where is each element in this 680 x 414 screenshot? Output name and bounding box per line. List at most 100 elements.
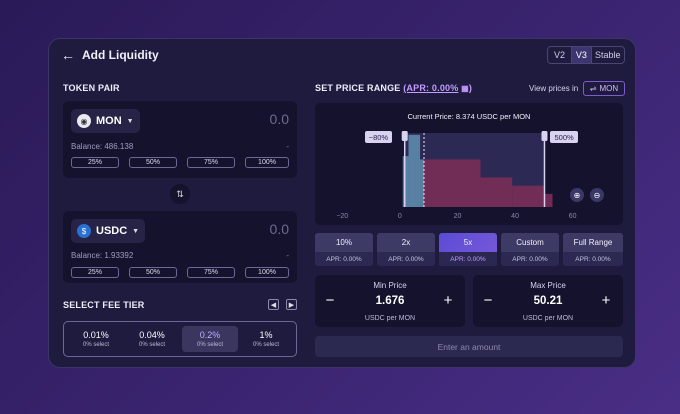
- fee-tier-heading: SELECT FEE TIER: [63, 300, 145, 310]
- token-a-75-button[interactable]: 75%: [187, 157, 235, 168]
- liquidity-bar: [480, 177, 513, 207]
- max-price-unit: USDC per MON: [522, 315, 574, 322]
- range-preset-apr: APR: 0.00%: [439, 252, 497, 266]
- token-a-25-button[interactable]: 25%: [71, 157, 119, 168]
- price-range-heading: SET PRICE RANGE (APR: 0.00% ▦): [315, 83, 472, 93]
- fee-tier-select-share: 0% select: [138, 342, 165, 348]
- range-preset-custom[interactable]: Custom APR: 0.00%: [501, 233, 559, 266]
- add-liquidity-panel: ← Add Liquidity V2 V3 Stable TOKEN PAIR …: [48, 38, 636, 368]
- range-preset-label: 2x: [377, 233, 435, 252]
- fee-tier-percent: 1%: [259, 330, 273, 340]
- range-preset-full[interactable]: Full Range APR: 0.00%: [563, 233, 623, 266]
- x-tick-label: 0: [398, 213, 402, 220]
- apr-link[interactable]: (APR: 0.00%: [403, 83, 459, 93]
- token-a-50-button[interactable]: 50%: [129, 157, 177, 168]
- zoom-out-icon[interactable]: ⊖: [590, 188, 604, 202]
- x-tick-label: 40: [511, 213, 519, 220]
- version-tabs: V2 V3 Stable: [547, 46, 625, 64]
- token-a-100-button[interactable]: 100%: [245, 157, 289, 168]
- range-preset-5x[interactable]: 5x APR: 0.00%: [439, 233, 497, 266]
- range-preset-label: Custom: [501, 233, 559, 252]
- liquidity-bar: [512, 185, 544, 207]
- range-preset-label: 5x: [463, 238, 473, 247]
- max-price-decrement-button[interactable]: −: [483, 292, 493, 309]
- fee-tier-option-selected[interactable]: 0.2% 0% select: [182, 326, 238, 352]
- token-pair-heading: TOKEN PAIR: [63, 83, 120, 93]
- fee-tier-percent: 0.2%: [199, 330, 221, 340]
- upper-range-tag: 500%: [550, 131, 578, 143]
- range-preset-apr: APR: 0.00%: [326, 255, 362, 263]
- token-b-25-button[interactable]: 25%: [71, 267, 119, 278]
- liquidity-bar: [543, 193, 553, 207]
- token-b-100-button[interactable]: 100%: [245, 267, 289, 278]
- token-b-50-button[interactable]: 50%: [129, 267, 177, 278]
- liquidity-bar: [408, 134, 421, 207]
- range-preset-apr: APR: 0.00%: [388, 255, 424, 263]
- mon-token-icon: ◉: [77, 114, 91, 128]
- page-title: Add Liquidity: [82, 48, 159, 62]
- tab-v3[interactable]: V3: [571, 47, 592, 63]
- chevron-down-icon: ▼: [132, 227, 140, 235]
- fee-tier-select-share: 0% select: [82, 342, 109, 348]
- enter-amount-button[interactable]: Enter an amount: [315, 336, 623, 357]
- max-price-increment-button[interactable]: +: [601, 292, 611, 309]
- liquidity-chart: Current Price: 8.374 USDC per MON −20 0 20…: [315, 103, 623, 225]
- fee-tier-option[interactable]: 0.01% 0% select: [68, 326, 124, 352]
- min-price-increment-button[interactable]: +: [443, 292, 453, 309]
- token-b-card: $ USDC ▼ 0.0 Balance: 1.93392 - 25% 50% …: [63, 211, 297, 283]
- liquidity-bar: [431, 159, 481, 207]
- min-price-card: Min Price 1.676 USDC per MON − +: [315, 275, 465, 327]
- token-b-symbol: USDC: [96, 225, 128, 237]
- token-b-selector[interactable]: $ USDC ▼: [71, 219, 146, 243]
- fee-tier-option[interactable]: 1% 0% select: [238, 326, 294, 352]
- tab-stable[interactable]: Stable: [595, 50, 621, 60]
- token-b-amount-input[interactable]: 0.0: [269, 221, 289, 237]
- tab-v2[interactable]: V2: [554, 50, 566, 60]
- token-b-75-button[interactable]: 75%: [187, 267, 235, 278]
- token-a-balance: Balance: 486.138: [71, 142, 134, 151]
- fee-next-icon[interactable]: ▶: [286, 299, 297, 310]
- token-a-symbol: MON: [96, 115, 122, 127]
- range-preset-10pct[interactable]: 10% APR: 0.00%: [315, 233, 373, 266]
- liquidity-bar: [402, 156, 409, 207]
- token-a-selector[interactable]: ◉ MON ▼: [71, 109, 140, 133]
- swap-tokens-icon[interactable]: ⇅: [170, 184, 190, 204]
- fee-prev-icon[interactable]: ◀: [268, 299, 279, 310]
- min-price-label: Min Price: [373, 281, 407, 290]
- range-preset-label: Full Range: [563, 233, 623, 252]
- zoom-in-icon[interactable]: ⊕: [570, 188, 584, 202]
- lower-range-handle: [401, 131, 408, 141]
- panel-header: ← Add Liquidity V2 V3 Stable: [49, 39, 635, 71]
- max-price-label: Max Price: [530, 281, 566, 290]
- chevron-down-icon: ▼: [126, 117, 134, 125]
- min-price-input[interactable]: 1.676: [375, 295, 405, 307]
- max-price-input[interactable]: 50.21: [533, 295, 563, 307]
- x-tick-label: 20: [454, 213, 462, 220]
- token-b-balance: Balance: 1.93392: [71, 251, 134, 260]
- range-preset-2x[interactable]: 2x APR: 0.00%: [377, 233, 435, 266]
- token-b-value: -: [286, 251, 289, 260]
- price-range-label: SET PRICE RANGE: [315, 83, 401, 93]
- range-preset-apr: APR: 0.00%: [512, 255, 548, 263]
- fee-tier-percent: 0.04%: [139, 330, 165, 340]
- liquidity-bar: [420, 159, 424, 207]
- fee-tier-option[interactable]: 0.04% 0% select: [124, 326, 180, 352]
- fee-tier-list: 0.01% 0% select 0.04% 0% select 0.2% 0% …: [63, 321, 297, 357]
- min-price-decrement-button[interactable]: −: [325, 292, 335, 309]
- view-prices-toggle[interactable]: ⇌ MON: [583, 81, 625, 96]
- min-price-unit: USDC per MON: [364, 315, 416, 322]
- fee-tier-percent: 0.01%: [83, 330, 109, 340]
- max-price-card: Max Price 50.21 USDC per MON − +: [473, 275, 623, 327]
- swap-arrows-icon: ⇌: [589, 84, 597, 93]
- usdc-token-icon: $: [77, 224, 91, 238]
- x-tick-label: −20: [336, 213, 348, 220]
- range-preset-apr: APR: 0.00%: [575, 255, 611, 263]
- x-tick-label: 60: [569, 213, 577, 220]
- calculator-icon[interactable]: ▦: [461, 84, 469, 93]
- token-a-amount-input[interactable]: 0.0: [269, 111, 289, 127]
- view-prices-label: View prices in: [529, 84, 579, 93]
- view-prices-token: MON: [599, 84, 619, 93]
- back-arrow-icon[interactable]: ←: [61, 47, 75, 63]
- fee-tier-select-share: 0% select: [196, 342, 223, 348]
- range-preset-label: 10%: [315, 233, 373, 252]
